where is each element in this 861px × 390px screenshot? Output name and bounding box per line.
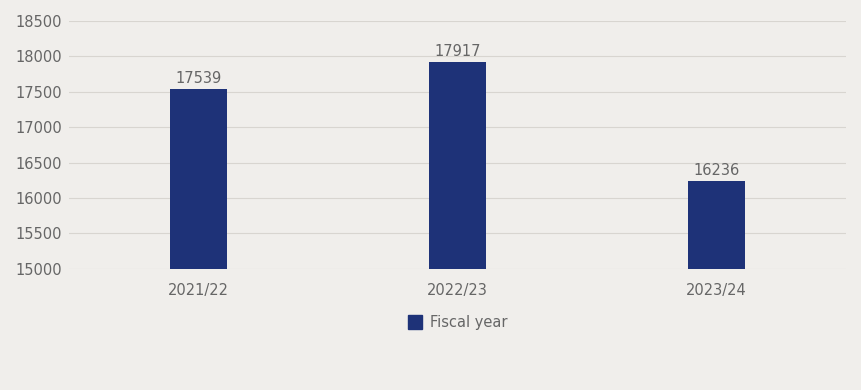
Text: 16236: 16236 <box>693 163 740 179</box>
Bar <box>688 181 745 390</box>
Bar <box>429 62 486 390</box>
Bar <box>170 89 226 390</box>
Legend: Fiscal year: Fiscal year <box>402 309 513 336</box>
Text: 17539: 17539 <box>175 71 221 86</box>
Text: 17917: 17917 <box>434 44 480 59</box>
